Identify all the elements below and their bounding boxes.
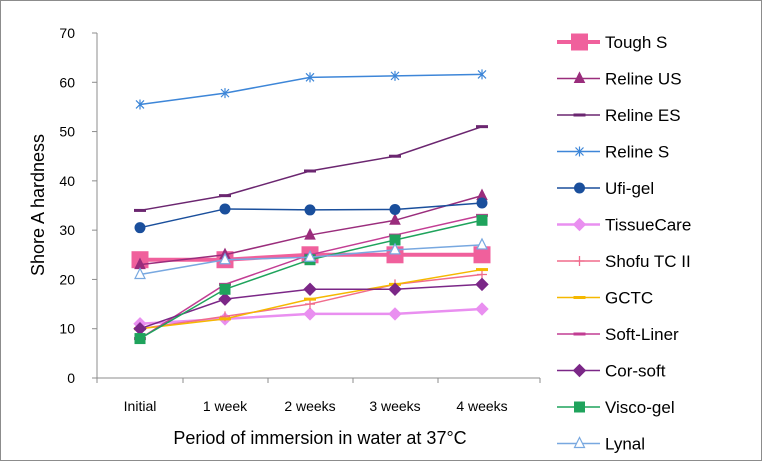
data-point <box>475 277 489 292</box>
legend-entry: Cor-soft <box>557 362 666 381</box>
legend-marker <box>572 217 587 232</box>
y-tick-label: 20 <box>59 271 75 287</box>
data-point <box>304 227 316 240</box>
legend-label: Reline ES <box>605 106 681 125</box>
data-point <box>476 214 488 226</box>
legend-label: TissueCare <box>605 216 691 235</box>
legend-label: Reline S <box>605 143 669 162</box>
data-point <box>388 282 402 296</box>
legend-entry: Lynal <box>557 435 645 454</box>
series-reline-s <box>135 69 487 110</box>
data-point <box>219 203 231 215</box>
legend-marker <box>573 71 586 83</box>
legend-marker <box>571 33 588 51</box>
series-lynal <box>134 237 488 280</box>
legend-entry: TissueCare <box>557 216 691 235</box>
y-tick-label: 10 <box>59 321 75 337</box>
legend-label: Reline US <box>605 70 682 89</box>
data-point <box>134 267 146 280</box>
data-point <box>389 242 401 255</box>
legend-entry: Reline US <box>557 70 682 89</box>
x-axis-title: Period of immersion in water at 37°C <box>173 428 466 448</box>
legend-label: GCTC <box>605 289 653 308</box>
y-tick-label: 0 <box>67 370 75 386</box>
data-point <box>220 88 230 99</box>
legend-marker <box>574 256 585 266</box>
data-point <box>304 204 316 216</box>
data-point <box>476 197 488 209</box>
legend: Tough S Reline US Reline ES Reline S Ufi-gel… <box>557 33 691 454</box>
y-axis-title: Shore A hardness <box>28 134 48 276</box>
y-tick-label: 50 <box>59 124 75 140</box>
x-tick-label: 1 week <box>203 398 248 414</box>
y-tick-label: 60 <box>59 74 75 90</box>
data-point <box>219 283 231 295</box>
y-tick-label: 70 <box>59 25 75 41</box>
data-point <box>305 299 315 310</box>
data-point <box>219 252 231 265</box>
legend-label: Lynal <box>605 435 645 454</box>
legend-label: Tough S <box>605 33 667 52</box>
data-point <box>389 213 401 225</box>
x-tick-label: Initial <box>124 398 157 414</box>
data-point <box>388 307 402 321</box>
y-tick-label: 30 <box>59 222 75 238</box>
legend-entry: Visco-gel <box>557 398 675 417</box>
legend-label: Visco-gel <box>605 398 675 417</box>
data-point <box>134 222 146 234</box>
legend-entry: Soft-Liner <box>557 325 679 344</box>
legend-label: Shofu TC II <box>605 252 691 271</box>
y-tick-label: 40 <box>59 173 75 189</box>
series-ufi-gel <box>134 197 488 234</box>
series-cor-soft <box>133 277 489 336</box>
legend-label: Cor-soft <box>605 362 666 381</box>
x-axis-ticks: Initial 1 week 2 weeks 3 weeks 4 weeks <box>96 378 541 414</box>
legend-marker <box>575 146 584 157</box>
legend-marker <box>574 401 585 413</box>
data-point <box>303 307 317 321</box>
legend-entry: Reline S <box>557 143 669 162</box>
series-line <box>139 273 483 330</box>
data-point <box>305 72 315 83</box>
legend-entry: Ufi-gel <box>557 179 654 198</box>
legend-entry: Reline ES <box>557 106 681 125</box>
legend-marker <box>572 363 587 378</box>
data-point <box>389 203 401 215</box>
data-point <box>475 302 489 316</box>
x-tick-label: 3 weeks <box>369 398 420 414</box>
data-point <box>218 292 232 306</box>
legend-label: Soft-Liner <box>605 325 679 344</box>
legend-entry: Shofu TC II <box>557 252 691 271</box>
data-point <box>135 99 145 110</box>
data-point <box>476 237 488 250</box>
data-point <box>134 333 146 345</box>
y-axis-ticks: 0 10 20 30 40 50 60 70 <box>59 25 97 386</box>
series-layer <box>131 69 491 345</box>
legend-entry: GCTC <box>557 289 653 308</box>
series-reline-es <box>134 125 488 212</box>
legend-marker <box>574 182 585 194</box>
data-point <box>390 70 400 81</box>
data-point <box>477 69 487 80</box>
data-point <box>303 282 317 296</box>
series-shofu-tc-ii <box>135 269 487 334</box>
legend-marker <box>573 436 586 449</box>
x-tick-label: 2 weeks <box>284 398 335 414</box>
legend-entry: Tough S <box>557 33 667 52</box>
data-point <box>304 249 316 262</box>
series-tissuecare <box>133 302 489 331</box>
legend-label: Ufi-gel <box>605 179 654 198</box>
x-tick-label: 4 weeks <box>456 398 507 414</box>
series-line <box>139 125 483 212</box>
